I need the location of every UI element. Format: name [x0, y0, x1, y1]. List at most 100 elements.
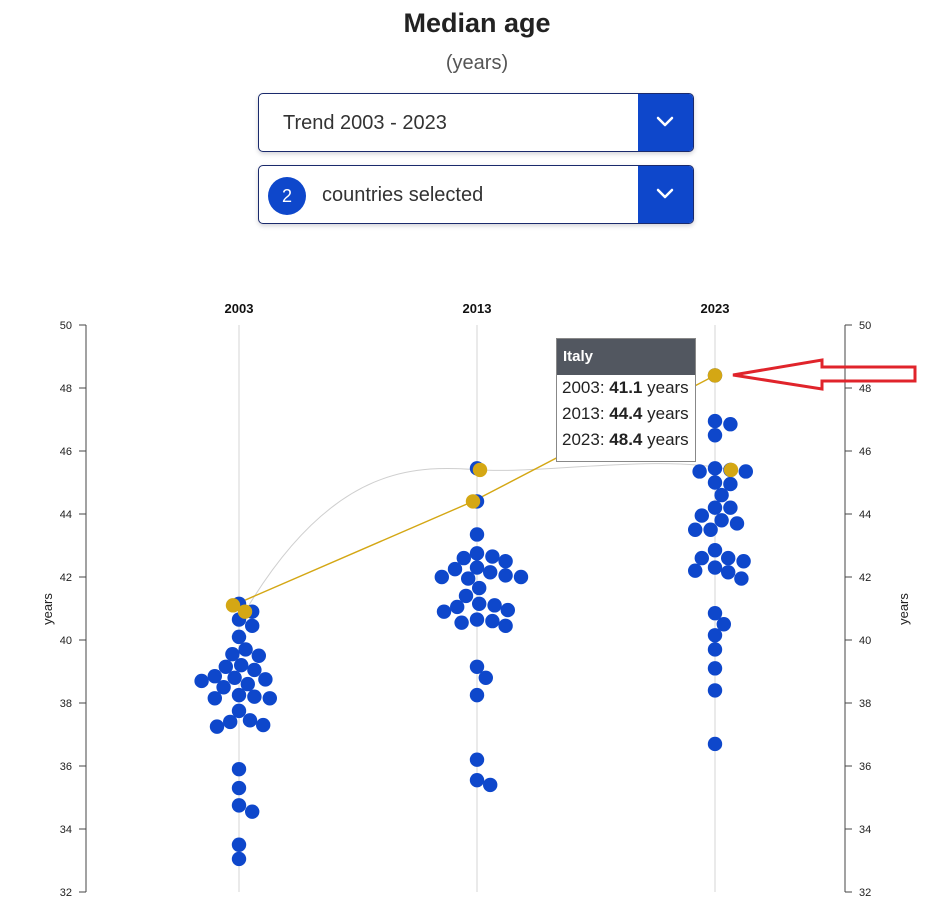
country-dot[interactable] [231, 629, 247, 645]
country-dot[interactable] [707, 606, 723, 621]
country-dot[interactable] [723, 500, 738, 515]
highlight-dot[interactable] [707, 368, 723, 383]
country-dot[interactable] [707, 461, 723, 476]
country-dot[interactable] [461, 571, 476, 586]
country-dot[interactable] [231, 837, 247, 852]
country-dot[interactable] [231, 761, 247, 777]
country-dot[interactable] [721, 550, 736, 566]
country-dot[interactable] [223, 714, 238, 730]
country-dot[interactable] [207, 691, 222, 706]
country-dot[interactable] [707, 428, 723, 443]
highlight-dot[interactable] [225, 598, 241, 613]
country-dot[interactable] [245, 618, 260, 634]
country-dot[interactable] [469, 659, 485, 674]
country-dot[interactable] [714, 513, 729, 528]
country-dot[interactable] [469, 772, 485, 788]
country-dot[interactable] [723, 476, 738, 492]
country-dot[interactable] [485, 549, 500, 564]
country-dot[interactable] [707, 413, 723, 429]
country-dot[interactable] [258, 672, 273, 687]
country-dot[interactable] [487, 598, 502, 613]
country-dot[interactable] [238, 642, 253, 657]
country-dot[interactable] [207, 669, 222, 684]
country-dot[interactable] [729, 516, 745, 531]
country-dot[interactable] [194, 673, 209, 689]
country-dot[interactable] [472, 596, 487, 611]
country-dot[interactable] [454, 615, 469, 630]
country-dot[interactable] [716, 617, 731, 632]
country-dot[interactable] [227, 670, 242, 685]
country-dot[interactable] [738, 464, 753, 479]
country-dot[interactable] [231, 798, 247, 813]
country-dot[interactable] [469, 527, 485, 542]
country-dot[interactable] [456, 550, 471, 566]
country-dot[interactable] [472, 580, 487, 596]
country-dot[interactable] [688, 522, 703, 537]
country-dot[interactable] [498, 554, 513, 569]
country-dot[interactable] [231, 687, 247, 703]
country-dot[interactable] [469, 546, 485, 561]
country-dot[interactable] [707, 543, 723, 558]
country-dot[interactable] [723, 417, 738, 432]
country-dot[interactable] [483, 777, 498, 793]
country-dot[interactable] [694, 550, 709, 566]
highlight-dot[interactable] [472, 462, 488, 478]
country-dot[interactable] [469, 612, 485, 627]
country-dot[interactable] [225, 646, 240, 662]
country-dot[interactable] [231, 851, 247, 867]
country-dot[interactable] [707, 683, 723, 698]
highlight-dot[interactable] [465, 494, 481, 509]
country-dot[interactable] [707, 628, 723, 643]
country-dot[interactable] [434, 569, 449, 585]
period-select[interactable]: Trend 2003 - 2023 [258, 93, 694, 152]
country-dot[interactable] [231, 780, 247, 796]
country-dot[interactable] [478, 670, 493, 685]
highlight-dot[interactable] [723, 462, 739, 478]
country-select-toggle[interactable] [638, 166, 693, 223]
country-dot[interactable] [247, 689, 262, 704]
country-dot[interactable] [436, 604, 452, 619]
country-dot[interactable] [500, 602, 515, 618]
country-dot[interactable] [485, 613, 500, 629]
country-select[interactable]: 2 countries selected [258, 165, 694, 224]
country-dot[interactable] [469, 687, 485, 703]
country-dot[interactable] [247, 662, 262, 678]
pointer-arrow [732, 358, 917, 391]
country-dot[interactable] [692, 464, 707, 479]
country-dot[interactable] [469, 752, 485, 767]
period-select-toggle[interactable] [638, 94, 693, 151]
country-dot[interactable] [240, 676, 255, 692]
country-dot[interactable] [242, 713, 258, 728]
country-dot[interactable] [262, 691, 277, 706]
country-dot[interactable] [736, 554, 751, 569]
country-dot[interactable] [714, 487, 729, 503]
country-dot[interactable] [707, 736, 723, 752]
country-dot[interactable] [703, 522, 718, 537]
country-dot[interactable] [251, 648, 266, 663]
country-dot[interactable] [234, 658, 249, 673]
country-dot[interactable] [245, 804, 260, 819]
country-dot[interactable] [734, 571, 749, 586]
country-dot[interactable] [688, 563, 703, 578]
country-dot[interactable] [513, 569, 529, 585]
country-dot[interactable] [694, 508, 709, 523]
country-dot[interactable] [498, 568, 513, 583]
country-dot[interactable] [707, 642, 723, 657]
country-dot[interactable] [707, 661, 723, 676]
country-dot[interactable] [707, 560, 723, 575]
country-dot[interactable] [707, 475, 723, 490]
country-dot[interactable] [469, 560, 485, 575]
country-dot[interactable] [216, 680, 231, 695]
country-dot[interactable] [447, 561, 463, 577]
country-dot[interactable] [721, 565, 736, 580]
country-dot[interactable] [450, 599, 465, 615]
country-dot[interactable] [209, 719, 225, 734]
country-dot[interactable] [231, 703, 247, 719]
country-dot[interactable] [256, 717, 271, 733]
country-dot[interactable] [218, 659, 233, 674]
country-dot[interactable] [707, 500, 723, 515]
country-dot[interactable] [498, 618, 513, 634]
country-dot[interactable] [458, 588, 474, 604]
highlight-dot[interactable] [237, 604, 253, 619]
country-dot[interactable] [483, 565, 498, 580]
